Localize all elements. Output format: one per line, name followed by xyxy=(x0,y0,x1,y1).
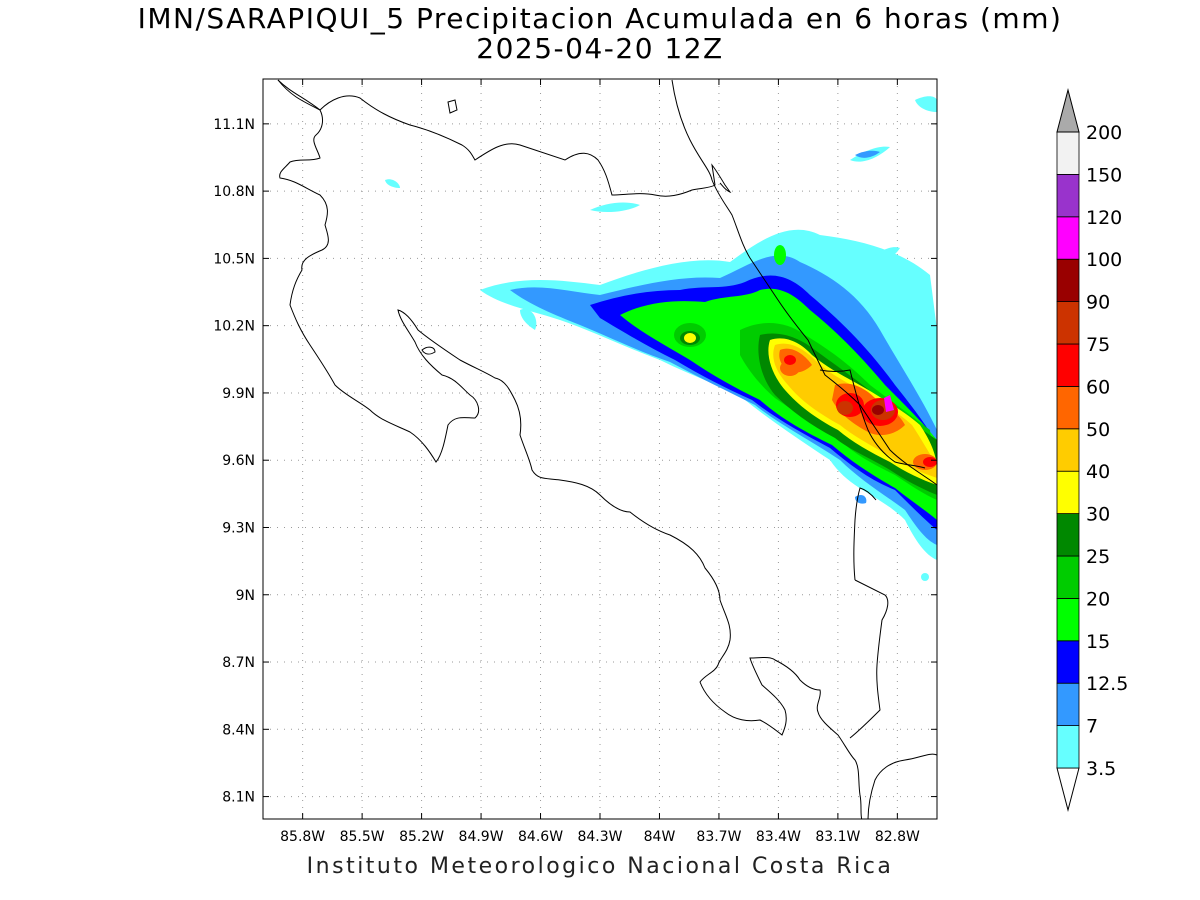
y-tick-label: 9N xyxy=(236,588,255,604)
colorbar-segment xyxy=(1056,640,1080,684)
y-tick-label: 10.8N xyxy=(213,184,255,200)
colorbar-label: 3.5 xyxy=(1086,758,1116,780)
colorbar-label: 90 xyxy=(1086,292,1110,314)
colorbar-segment xyxy=(1056,598,1080,642)
x-tick-label: 82.8W xyxy=(875,829,920,845)
precip-band-90 xyxy=(872,405,884,415)
colorbar-label: 20 xyxy=(1086,588,1110,610)
colorbar-label: 60 xyxy=(1086,376,1110,398)
x-tick-label: 84W xyxy=(644,829,676,845)
x-tick-label: 84.6W xyxy=(518,829,563,845)
x-axis: 85.8W 85.5W 85.2W 84.9W 84.6W 84.3W 84W 83.7W 83… xyxy=(280,79,920,845)
precip-band-100 xyxy=(884,395,894,412)
map-subtitle: 2025-04-20 12Z xyxy=(476,32,724,65)
y-axis: 11.1N 10.8N 10.5N 10.2N 9.9N 9.6N 9.3N 9N 8.7N 8.… xyxy=(213,117,937,806)
colorbar-segment xyxy=(1056,216,1080,260)
colorbar-label: 100 xyxy=(1086,249,1122,271)
colorbar-label: 50 xyxy=(1086,419,1110,441)
colorbar-label: 25 xyxy=(1086,546,1110,568)
footer-credit: Instituto Meteorologico Nacional Costa R… xyxy=(306,854,894,879)
colorbar-segment xyxy=(1056,131,1080,175)
colorbar-segment xyxy=(1056,343,1080,387)
colorbar-label: 30 xyxy=(1086,504,1110,526)
y-tick-label: 9.6N xyxy=(222,453,255,469)
x-tick-label: 85.5W xyxy=(340,829,385,845)
x-tick-label: 85.2W xyxy=(399,829,444,845)
precipitation-field xyxy=(385,96,937,581)
y-tick-label: 10.5N xyxy=(213,251,255,267)
colorbar-label: 75 xyxy=(1086,334,1110,356)
colorbar-label: 7 xyxy=(1086,716,1098,738)
colorbar-label: 150 xyxy=(1086,164,1122,186)
grid-lines xyxy=(263,79,937,819)
colorbar: 3.5 7 12.5 15 20 25 30 40 50 60 75 90 100 120 150 200 xyxy=(1056,88,1128,812)
y-tick-label: 9.3N xyxy=(222,520,255,536)
y-tick-label: 9.9N xyxy=(222,386,255,402)
colorbar-segment xyxy=(1056,385,1080,430)
colorbar-label: 15 xyxy=(1086,631,1110,653)
colorbar-min-arrow xyxy=(1056,767,1080,812)
colorbar-segment xyxy=(1056,258,1080,303)
x-tick-label: 85.8W xyxy=(280,829,325,845)
colorbar-label: 12.5 xyxy=(1086,673,1128,695)
y-tick-label: 8.7N xyxy=(222,655,255,671)
map-title: IMN/SARAPIQUI_5 Precipitacion Acumulada … xyxy=(137,2,1063,35)
colorbar-segment xyxy=(1056,555,1080,599)
colorbar-label: 200 xyxy=(1086,122,1122,144)
x-tick-label: 83.4W xyxy=(756,829,801,845)
x-tick-label: 83.1W xyxy=(815,829,860,845)
y-tick-label: 11.1N xyxy=(213,117,255,133)
x-tick-label: 84.9W xyxy=(459,829,504,845)
colorbar-segment xyxy=(1056,470,1080,515)
colorbar-label: 40 xyxy=(1086,461,1110,483)
y-tick-label: 10.2N xyxy=(213,319,255,335)
colorbar-segment xyxy=(1056,725,1080,769)
colorbar-segment xyxy=(1056,173,1080,218)
colorbar-segment xyxy=(1056,301,1080,345)
colorbar-segment xyxy=(1056,428,1080,472)
x-tick-label: 83.7W xyxy=(696,829,741,845)
y-tick-label: 8.1N xyxy=(222,790,255,806)
coastline xyxy=(277,79,937,819)
x-tick-label: 84.3W xyxy=(577,829,622,845)
y-tick-label: 8.4N xyxy=(222,722,255,738)
colorbar-label: 120 xyxy=(1086,207,1122,229)
colorbar-max-arrow xyxy=(1056,88,1080,133)
colorbar-segment xyxy=(1056,682,1080,727)
colorbar-segment xyxy=(1056,513,1080,557)
